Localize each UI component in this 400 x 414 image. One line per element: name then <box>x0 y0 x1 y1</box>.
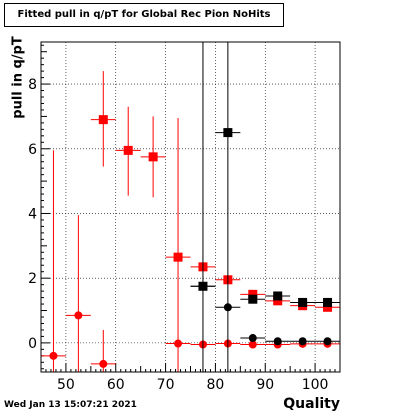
data-point <box>315 302 340 312</box>
data-point <box>315 297 340 307</box>
data-point <box>240 289 266 299</box>
y-axis-ticks: 0 2 4 6 8 <box>28 44 50 370</box>
square-marker <box>323 302 333 312</box>
x-tick-label: 90 <box>256 377 274 393</box>
circle-marker <box>99 359 108 368</box>
circle-marker <box>298 337 307 346</box>
square-marker <box>173 252 183 262</box>
square-marker <box>273 296 283 306</box>
y-tick-label: 6 <box>28 142 37 158</box>
square-marker <box>123 145 133 155</box>
data-point <box>165 339 191 348</box>
data-point <box>190 42 216 372</box>
square-marker <box>98 115 108 125</box>
data-point <box>140 116 166 198</box>
data-point <box>65 215 91 372</box>
circle-marker <box>273 337 282 346</box>
data-point <box>41 150 66 372</box>
y-tick-label: 2 <box>28 271 37 287</box>
x-axis-label: Quality <box>283 396 340 412</box>
data-point <box>290 337 316 346</box>
square-marker <box>323 297 333 307</box>
circle-marker <box>49 351 58 360</box>
data-point <box>240 340 266 349</box>
chart-title-box: Fitted pull in q/pT for Global Rec Pion … <box>4 3 284 27</box>
data-point <box>290 297 316 307</box>
data-point <box>240 294 266 304</box>
x-axis-ticks: 50 60 70 80 90 100 <box>45 363 336 393</box>
data-point <box>315 337 340 346</box>
x-tick-label: 50 <box>57 377 75 393</box>
square-marker <box>148 152 158 162</box>
x-tick-label: 70 <box>157 377 175 393</box>
circle-marker <box>174 339 183 348</box>
y-axis-label: pull in q/pT <box>10 36 26 119</box>
square-marker <box>298 297 308 307</box>
data-point <box>265 337 291 346</box>
data-point <box>90 71 116 167</box>
plot-frame <box>40 41 341 373</box>
data-point <box>265 296 291 306</box>
circle-marker <box>248 340 257 349</box>
y-tick-label: 4 <box>28 206 37 222</box>
data-point <box>190 282 216 291</box>
data-point <box>165 118 191 372</box>
y-tick-label: 8 <box>28 77 37 93</box>
circle-marker <box>248 334 257 343</box>
circle-marker <box>74 311 83 320</box>
data-points <box>41 42 340 372</box>
data-point <box>265 291 291 301</box>
square-marker <box>248 289 258 299</box>
data-point <box>240 334 266 343</box>
circle-marker <box>323 337 332 346</box>
x-tick-label: 60 <box>107 377 125 393</box>
data-point <box>90 329 116 372</box>
x-tick-label: 100 <box>302 377 329 393</box>
data-point <box>215 42 241 372</box>
square-marker <box>223 128 233 138</box>
circle-marker <box>223 303 232 312</box>
y-tick-label: 0 <box>28 336 37 352</box>
square-marker <box>273 291 283 301</box>
timestamp: Wed Jan 13 15:07:21 2021 <box>4 400 137 410</box>
square-marker <box>248 294 258 304</box>
chart-title: Fitted pull in q/pT for Global Rec Pion … <box>17 9 271 20</box>
x-tick-label: 80 <box>207 377 225 393</box>
data-point <box>215 303 241 312</box>
grid-lines <box>41 42 340 372</box>
circle-marker <box>198 282 207 291</box>
data-point <box>115 106 141 196</box>
